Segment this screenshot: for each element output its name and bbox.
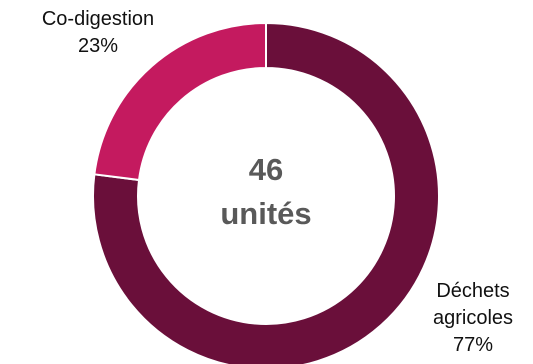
slice-label-dechets-line2: agricoles [433,307,513,329]
slice-label-co-digestion: Co-digestion [42,8,154,30]
donut-slice-0 [92,21,440,364]
slice-label-dechets-line1: Déchets [436,280,509,302]
center-total-value: 46 [249,152,283,187]
center-total-unit: unités [220,196,311,231]
donut-slices [92,21,440,364]
slice-percent-co-digestion: 23% [78,35,118,57]
donut-slice-1 [93,21,267,182]
slice-percent-dechets: 77% [453,334,493,356]
